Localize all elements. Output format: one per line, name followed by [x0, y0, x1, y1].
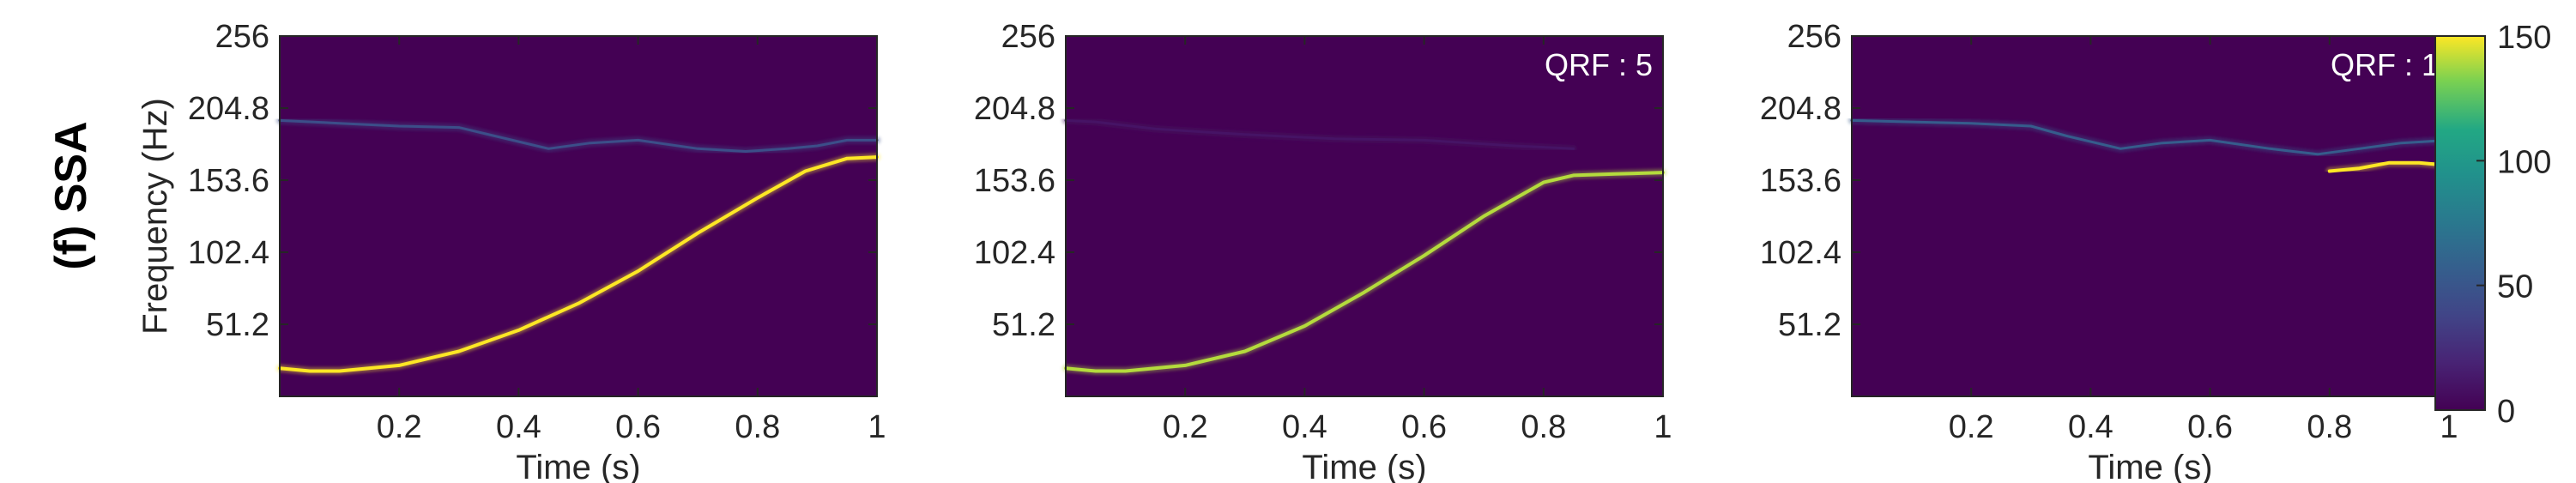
- qrf-annotation: QRF : 5: [1545, 47, 1653, 82]
- colorbar-tick-label: 0: [2497, 394, 2515, 430]
- y-tick-label: 153.6: [1760, 163, 1841, 199]
- axes-box: [279, 35, 878, 397]
- ridge-curve-2: [1064, 118, 1575, 150]
- axes-box: [1065, 35, 1664, 397]
- y-tick-label: 102.4: [1760, 235, 1841, 271]
- plot-area: [1066, 36, 1663, 396]
- x-axis-label: Time (s): [516, 449, 640, 483]
- ridge-curve-1: [1064, 171, 1665, 373]
- y-tick-label: 51.2: [992, 307, 1055, 343]
- x-tick-label: 0.6: [615, 409, 661, 445]
- y-tick-label: 51.2: [1778, 307, 1841, 343]
- colorbar-tick-label: 50: [2497, 269, 2533, 305]
- y-tick-label: 51.2: [206, 307, 269, 343]
- row-label: (f) SSA: [46, 121, 96, 269]
- x-tick-label: 1: [1654, 409, 1672, 445]
- x-tick-label: 0.4: [1282, 409, 1327, 445]
- colorbar-tick-label: 150: [2497, 20, 2551, 56]
- colorbar-gradient: [2435, 36, 2485, 410]
- y-tick-label: 204.8: [1760, 91, 1841, 127]
- x-tick-label: 0.4: [496, 409, 541, 445]
- colorbar-frame: [2434, 35, 2486, 411]
- y-tick-label: 153.6: [188, 163, 269, 199]
- spectrogram-panel-3: 0.2 0.4 0.6 0.8 1 51.2 102.4 153.6 204.8 256 Time …: [1760, 19, 2458, 483]
- x-tick-label: 0.8: [735, 409, 780, 445]
- x-tick-label: 1: [868, 409, 886, 445]
- spectrogram-panel-1: 0.2 0.4 0.6 0.8 1 51.2 102.4 153.6 204.8 256 Time …: [136, 19, 886, 483]
- x-tick-label: 0.2: [1163, 409, 1208, 445]
- plot-area: [280, 36, 877, 396]
- y-tick-label: 256: [1001, 19, 1055, 55]
- qrf-annotation: QRF : 1: [2331, 47, 2439, 82]
- ridge-curve-1: [1850, 118, 2451, 156]
- x-tick-label: 0.8: [1521, 409, 1566, 445]
- x-tick-label: 0.4: [2068, 409, 2113, 445]
- y-axis-label: Frequency (Hz): [136, 98, 174, 335]
- y-tick-label: 102.4: [188, 235, 269, 271]
- x-tick-label: 0.6: [2187, 409, 2233, 445]
- colorbar: 0 50 100 150: [2434, 20, 2551, 430]
- x-tick-label: 0.8: [2307, 409, 2352, 445]
- y-tick-label: 256: [1787, 19, 1841, 55]
- plot-area: [1852, 36, 2449, 396]
- x-tick-label: 0.6: [1401, 409, 1447, 445]
- y-tick-label: 102.4: [974, 235, 1055, 271]
- y-tick-label: 204.8: [974, 91, 1055, 127]
- x-axis-label: Time (s): [2088, 449, 2212, 483]
- ridge-curve-2: [278, 155, 879, 373]
- x-axis-label: Time (s): [1302, 449, 1426, 483]
- colorbar-tick-label: 100: [2497, 144, 2551, 180]
- spectrogram-panel-2: 0.2 0.4 0.6 0.8 1 51.2 102.4 153.6 204.8 256 Time …: [974, 19, 1672, 483]
- x-tick-label: 1: [2440, 409, 2458, 445]
- x-tick-label: 0.2: [377, 409, 422, 445]
- y-tick-label: 153.6: [974, 163, 1055, 199]
- y-tick-label: 256: [215, 19, 269, 55]
- ridge-curve-1: [278, 118, 879, 153]
- x-tick-label: 0.2: [1949, 409, 1994, 445]
- panels: 0.2 0.4 0.6 0.8 1 51.2 102.4 153.6 204.8 256 Time …: [136, 19, 2458, 483]
- ridge-curve-2: [2327, 160, 2451, 173]
- y-tick-label: 204.8: [188, 91, 269, 127]
